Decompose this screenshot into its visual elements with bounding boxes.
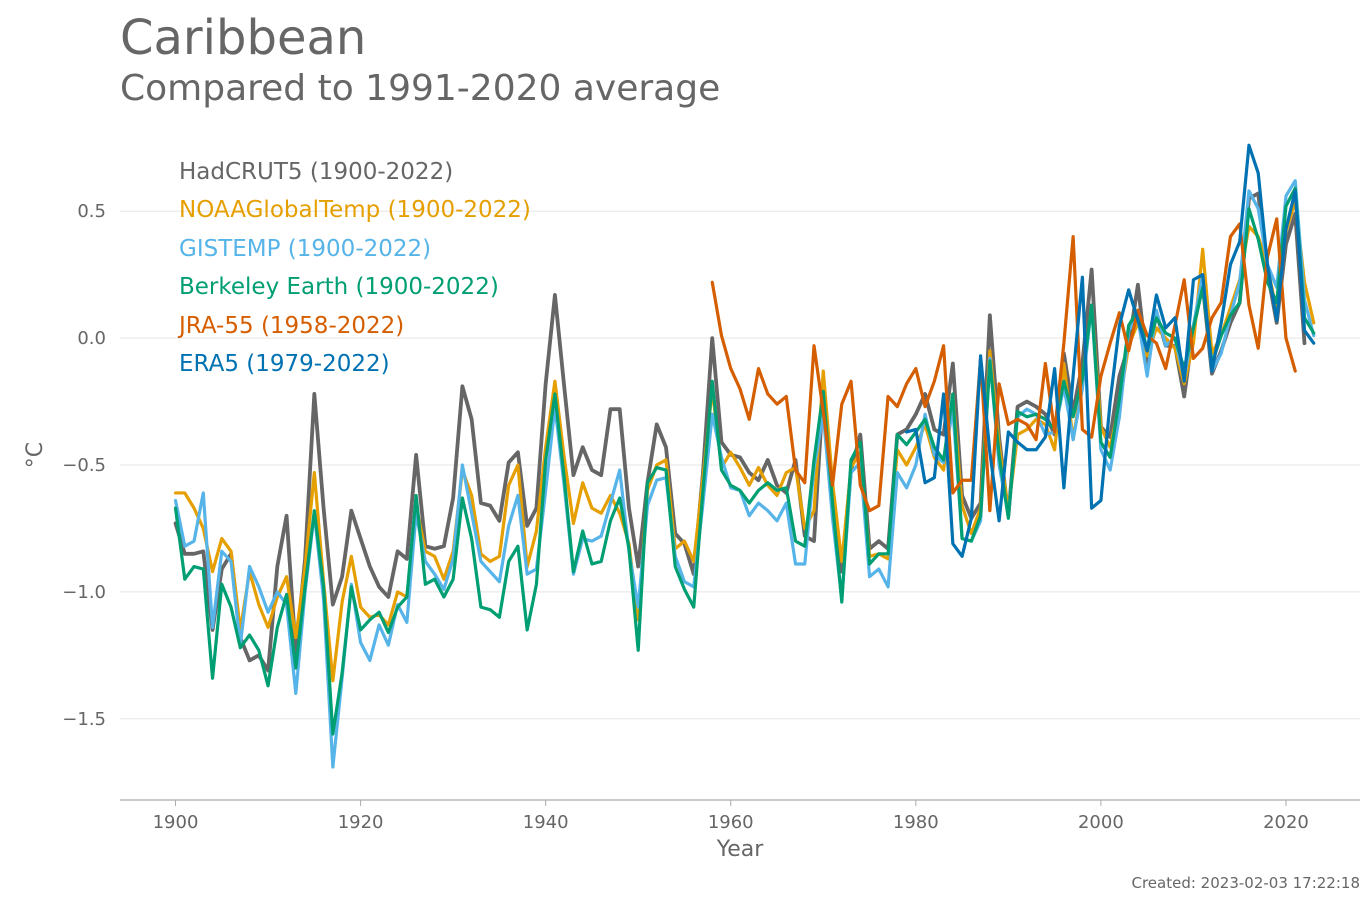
created-timestamp: Created: 2023-02-03 17:22:18 [1131, 874, 1361, 892]
series-line-jra-55 [710, 217, 1297, 513]
legend-item-jra55: JRA-55 (1958-2022) [179, 312, 405, 339]
x-tick-label: 1900 [153, 812, 199, 833]
legend-item-noaaglobaltemp: NOAAGlobalTemp (1900-2022) [179, 197, 531, 224]
y-tick-label: −1.0 [62, 582, 106, 603]
y-tick-label: 0.5 [77, 201, 106, 222]
x-tick-label: 2000 [1078, 812, 1124, 833]
legend-item-hadcrut5: HadCRUT5 (1900-2022) [179, 159, 454, 185]
legend-item-era5: ERA5 (1979-2022) [179, 351, 390, 378]
x-tick-label: 1920 [338, 812, 384, 833]
tick-labels: 0.5 0.0 −0.5 −1.0 −1.5 1900 1920 1940 1960 1980 20… [62, 201, 1309, 833]
chart-subtitle: Compared to 1991-2020 average [120, 68, 721, 109]
series-lines [173, 143, 1316, 769]
x-tick-label: 2020 [1263, 812, 1309, 833]
y-axis-label: °C [23, 442, 48, 468]
series-line-hadcrut5 [173, 191, 1307, 673]
series-line-era5 [904, 143, 1316, 558]
legend-item-berkeley-earth: Berkeley Earth (1900-2022) [179, 274, 499, 301]
y-tick-label: 0.0 [77, 328, 106, 349]
x-tick-label: 1940 [523, 812, 569, 833]
series-line-berkeley-earth [173, 186, 1316, 736]
y-tick-label: −0.5 [62, 455, 106, 476]
x-tick-label: 1980 [893, 812, 939, 833]
x-tick-label: 1960 [708, 812, 754, 833]
y-tick-label: −1.5 [62, 709, 106, 730]
legend-item-gistemp: GISTEMP (1900-2022) [179, 235, 432, 262]
x-axis-label: Year [716, 837, 765, 862]
legend: HadCRUT5 (1900-2022) NOAAGlobalTemp (190… [179, 153, 531, 383]
chart-title: Caribbean [120, 10, 367, 66]
